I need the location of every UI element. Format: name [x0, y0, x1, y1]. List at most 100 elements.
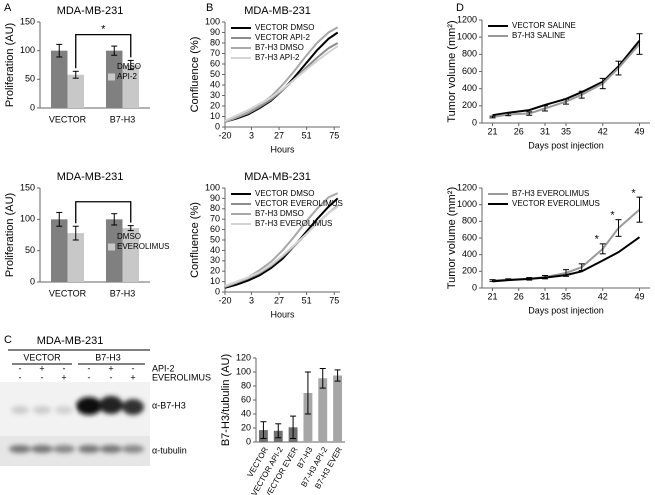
- group-label: B7-H3: [95, 352, 121, 362]
- y-tick-label: 400: [462, 83, 477, 93]
- error-bar: [599, 243, 606, 255]
- group-label: VECTOR: [23, 352, 61, 362]
- x-tick-label: 31: [540, 126, 550, 136]
- y-tick-label: 1200: [457, 182, 477, 192]
- x-tick-label: VECTOR: [49, 288, 87, 298]
- x-tick-label: -20: [218, 130, 231, 140]
- y-axis-label: Tumor volume (mm²): [446, 187, 458, 289]
- error-bar: [636, 33, 643, 55]
- error-bar: [127, 225, 134, 232]
- chart-title: MDA-MB-231: [244, 5, 311, 17]
- x-tick-label: 42: [598, 291, 608, 301]
- error-bar: [56, 211, 63, 227]
- error-bar: [111, 45, 118, 56]
- x-tick-label: -20: [218, 295, 231, 305]
- legend-label: VECTOR API-2: [255, 33, 311, 42]
- y-tick-label: 800: [462, 216, 477, 226]
- treatment-sign: -: [88, 372, 91, 382]
- legend-swatch: [108, 243, 115, 251]
- panel-label: A: [4, 2, 12, 14]
- y-tick-label: 0: [30, 276, 35, 286]
- y-tick-label: 400: [462, 249, 477, 259]
- y-tick-label: 30: [210, 255, 220, 265]
- legend-label: DMSO: [117, 62, 141, 71]
- line-series: [224, 197, 339, 289]
- error-bar: [72, 225, 79, 241]
- error-bar: [290, 415, 297, 439]
- legend-swatch: [108, 233, 115, 241]
- legend-label: B7-H3 EVEROLIMUS: [255, 219, 332, 228]
- annotation: *: [610, 209, 615, 221]
- legend-label: EVEROLIMUS: [117, 242, 169, 251]
- bar: [303, 393, 313, 442]
- y-tick-label: 1000: [457, 199, 477, 209]
- y-tick-label: 60: [210, 224, 220, 234]
- panel-label: D: [456, 2, 464, 14]
- line-series: [492, 43, 641, 118]
- y-tick-label: 0: [472, 117, 477, 127]
- error-bar: [111, 213, 118, 226]
- chart-title: MDA-MB-231: [244, 171, 311, 183]
- x-axis-label: Days post injection: [528, 305, 604, 315]
- y-axis-label: Confluence (%): [189, 37, 201, 113]
- x-axis-label: Hours: [270, 309, 295, 319]
- error-bar: [72, 70, 79, 79]
- legend-label: B7-H3 API-2: [255, 53, 300, 62]
- legend-label: API-2: [117, 72, 138, 81]
- significance-bracket: [75, 201, 132, 224]
- treatment-sign: -: [19, 372, 22, 382]
- row-label: EVEROLIMUS: [152, 372, 211, 382]
- y-tick-label: 70: [210, 214, 220, 224]
- legend-label: DMSO: [117, 232, 141, 241]
- y-tick-label: 800: [462, 49, 477, 59]
- y-tick-label: 100: [20, 45, 35, 55]
- y-tick-label: 100: [205, 16, 220, 26]
- legend-label: VECTOR DMSO: [255, 23, 314, 32]
- treatment-sign: -: [88, 363, 91, 373]
- row-label: API-2: [152, 363, 175, 373]
- treatment-sign: +: [130, 372, 135, 382]
- treatment-sign: +: [61, 372, 66, 382]
- x-tick-label: B7-H3: [110, 114, 136, 124]
- y-tick-label: 20: [210, 100, 220, 110]
- x-tick-label: 75: [329, 295, 339, 305]
- x-tick-label: 75: [329, 130, 339, 140]
- blot-bands: [9, 396, 144, 453]
- y-tick-label: 0: [215, 286, 220, 296]
- error-bar: [275, 423, 282, 439]
- y-tick-label: 200: [462, 266, 477, 276]
- legend-label: VECTOR EVEROLIMUS: [255, 199, 343, 208]
- error-bar: [489, 115, 496, 119]
- bar: [51, 50, 68, 108]
- error-bar: [563, 98, 569, 105]
- y-tick-label: 90: [210, 27, 220, 37]
- error-bar: [304, 371, 311, 415]
- treatment-sign: -: [63, 363, 66, 373]
- x-tick-label: 42: [598, 126, 608, 136]
- y-tick-label: 90: [210, 193, 220, 203]
- x-axis-label: Hours: [270, 144, 295, 154]
- bar: [67, 233, 84, 282]
- panel-label: B: [206, 2, 213, 14]
- error-bar: [615, 60, 622, 76]
- y-tick-label: 100: [20, 214, 35, 224]
- y-tick-label: 60: [241, 394, 251, 404]
- annotation: *: [595, 234, 600, 246]
- y-tick-label: 150: [20, 16, 35, 26]
- x-tick-label: 49: [634, 291, 644, 301]
- legend-label: B7-H3 EVEROLIMUS: [512, 189, 589, 198]
- band-label: α-B7-H3: [152, 400, 186, 410]
- legend-label: B7-H3 SALINE: [512, 31, 565, 40]
- error-bar: [636, 196, 643, 223]
- x-tick-label: 31: [540, 291, 550, 301]
- x-tick-label: 49: [634, 126, 644, 136]
- bar: [122, 228, 139, 282]
- y-tick-label: 1200: [457, 14, 477, 24]
- error-bar: [56, 43, 63, 58]
- y-tick-label: 100: [205, 182, 220, 192]
- y-tick-label: 70: [210, 48, 220, 58]
- y-tick-label: 80: [210, 37, 220, 47]
- legend-swatch: [108, 63, 115, 71]
- y-tick-label: 0: [472, 282, 477, 292]
